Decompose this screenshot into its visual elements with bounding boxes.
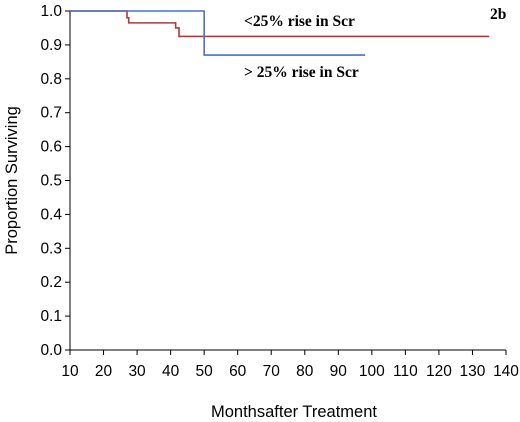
x-tick-label: 50	[196, 363, 214, 380]
x-tick-label: 100	[359, 363, 385, 380]
series-line-2	[70, 10, 366, 56]
x-tick-label: 120	[426, 363, 452, 380]
x-tick-label: 80	[296, 363, 314, 380]
panel-label: 2b	[490, 6, 506, 23]
x-tick-label: 140	[493, 363, 519, 380]
series-label-1: <25% rise in Scr	[244, 13, 355, 30]
y-tick-label: 0.5	[40, 173, 62, 190]
x-tick-label: 60	[229, 363, 247, 380]
x-tick-label: 40	[162, 363, 180, 380]
y-tick-label: 0.2	[40, 274, 62, 291]
series-line-1	[70, 10, 490, 38]
y-tick-label: 0.8	[40, 71, 62, 88]
y-tick-label: 0.0	[40, 342, 62, 359]
x-tick-label: 20	[95, 363, 113, 380]
y-tick-label: 1.0	[40, 3, 62, 20]
axes	[69, 11, 506, 351]
x-tick-label: 110	[393, 363, 418, 380]
x-tick-label: 130	[460, 363, 486, 380]
y-tick-label: 0.3	[40, 240, 62, 257]
x-tick-label: 10	[61, 363, 79, 380]
ticks: 0.0 0.1 0.2 0.3 0.4 0.5 0.6 0.7 0.8 0.9 1.0 10 20 30 4…	[40, 3, 519, 380]
y-axis-title: Proportion Surviving	[3, 106, 21, 255]
x-axis-title: Monthsafter Treatment	[211, 403, 377, 421]
x-tick-label: 70	[263, 363, 281, 380]
y-tick-label: 0.6	[40, 139, 62, 156]
series-label-2: > 25% rise in Scr	[244, 64, 359, 81]
x-tick-label: 30	[128, 363, 146, 380]
labels: <25% rise in Scr > 25% rise in Scr 2b Month…	[3, 6, 506, 421]
y-tick-label: 0.1	[40, 308, 62, 325]
y-tick-label: 0.7	[40, 105, 62, 122]
y-tick-label: 0.9	[40, 37, 62, 54]
x-tick-label: 90	[330, 363, 348, 380]
y-tick-label: 0.4	[40, 206, 62, 223]
series-lines	[70, 10, 490, 56]
